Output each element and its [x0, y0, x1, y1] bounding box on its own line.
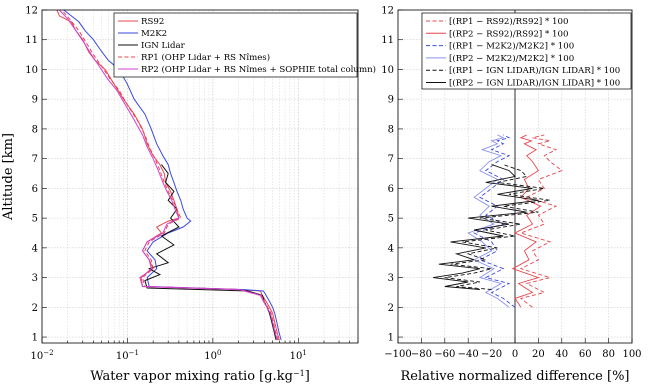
left-series-line-2	[144, 164, 277, 341]
right-x-tick-label: −20	[481, 349, 502, 360]
right-legend-label-0: [(RP1 − RS92)/RS92] * 100	[449, 16, 568, 27]
left-legend-label-3: RP1 (OHP Lidar + RS Nîmes)	[141, 52, 270, 63]
right-y-tick-label: 3	[388, 273, 394, 284]
right-y-tick-label: 7	[388, 154, 394, 165]
left-y-tick-label: 4	[32, 243, 38, 254]
left-legend-label-0: RS92	[141, 17, 164, 27]
right-x-tick-label: −100	[384, 349, 411, 360]
left-y-tick-label: 7	[32, 154, 38, 165]
right-y-tick-label: 5	[388, 214, 394, 225]
left-legend-box	[113, 12, 358, 78]
right-series-line-4	[444, 164, 551, 290]
right-x-tick-label: 0	[512, 349, 518, 360]
right-x-tick-label: −80	[411, 349, 432, 360]
right-chart: −100 −80 −60 −40 −20 0 20 40 60 80 100123456789101…	[381, 6, 641, 385]
left-x-tick-label: 100	[204, 349, 221, 362]
right-x-axis-label: Relative normalized difference [%]	[400, 369, 629, 384]
right-x-tick-label: 80	[602, 349, 615, 360]
left-legend-label-1: M2K2	[141, 29, 167, 39]
right-x-tick-label: −40	[458, 349, 479, 360]
right-y-tick-label: 2	[388, 303, 394, 314]
left-y-tick-label: 6	[32, 184, 38, 195]
left-legend-label-2: IGN Lidar	[141, 41, 186, 51]
right-legend: [(RP1 − RS92)/RS92] * 100[(RP2 − RS92)/R…	[421, 12, 632, 90]
left-y-tick-label: 9	[32, 95, 38, 106]
right-series-lines	[433, 134, 563, 308]
left-y-tick-label: 10	[25, 65, 38, 76]
right-ticks: −100 −80 −60 −40 −20 0 20 40 60 80 100123456789101…	[381, 6, 641, 361]
right-y-tick-label: 12	[381, 6, 394, 17]
left-y-tick-label: 2	[32, 303, 38, 314]
left-y-axis-label: Altitude [km]	[1, 133, 16, 221]
right-y-tick-label: 6	[388, 184, 394, 195]
right-x-tick-label: 60	[579, 349, 592, 360]
left-y-tick-label: 5	[32, 214, 38, 225]
left-x-tick-label: 10−2	[30, 349, 53, 362]
right-x-tick-label: 40	[555, 349, 568, 360]
left-series-line-4	[59, 9, 278, 341]
right-legend-label-1: [(RP2 − RS92)/RS92] * 100	[449, 28, 568, 39]
right-series-line-2	[472, 134, 516, 308]
right-legend-label-4: [(RP1 − IGN LIDAR)/IGN LIDAR] * 100	[449, 65, 620, 76]
right-legend-label-2: [(RP1 − M2K2)/M2K2] * 100	[449, 41, 574, 52]
right-series-line-5	[433, 164, 539, 290]
right-legend-label-3: [(RP2 − M2K2)/M2K2] * 100	[449, 53, 574, 64]
right-y-tick-label: 4	[388, 243, 394, 254]
right-x-tick-label: 20	[532, 349, 545, 360]
left-y-tick-label: 3	[32, 273, 38, 284]
left-legend-label-4: RP2 (OHP Lidar + RS Nîmes + SOPHIE total…	[141, 64, 376, 75]
right-y-tick-label: 9	[388, 95, 394, 106]
right-y-tick-label: 11	[381, 35, 394, 46]
left-plot-frame	[41, 9, 359, 344]
left-series-lines	[56, 9, 282, 341]
right-x-tick-label: 100	[622, 349, 641, 360]
left-x-tick-label: 101	[290, 349, 307, 362]
right-y-tick-label: 8	[388, 124, 394, 135]
left-y-tick-label: 8	[32, 124, 38, 135]
right-y-tick-label: 10	[381, 65, 394, 76]
left-x-tick-label: 10−1	[116, 349, 139, 362]
right-series-line-3	[467, 134, 510, 308]
left-series-line-3	[61, 9, 279, 341]
left-y-tick-label: 1	[32, 333, 38, 344]
left-y-tick-label: 12	[25, 6, 38, 17]
right-legend-box	[421, 12, 632, 90]
right-legend-label-5: [(RP2 − IGN LIDAR)/IGN LIDAR] * 100	[449, 78, 620, 89]
left-x-axis-label: Water vapor mixing ratio [g.kg−1]	[90, 369, 310, 385]
left-series-line-1	[63, 9, 282, 341]
right-series-line-0	[519, 134, 563, 308]
left-y-tick-label: 11	[25, 35, 38, 46]
right-x-tick-label: −60	[434, 349, 455, 360]
right-series-line-1	[511, 134, 542, 308]
right-y-tick-label: 1	[388, 333, 394, 344]
